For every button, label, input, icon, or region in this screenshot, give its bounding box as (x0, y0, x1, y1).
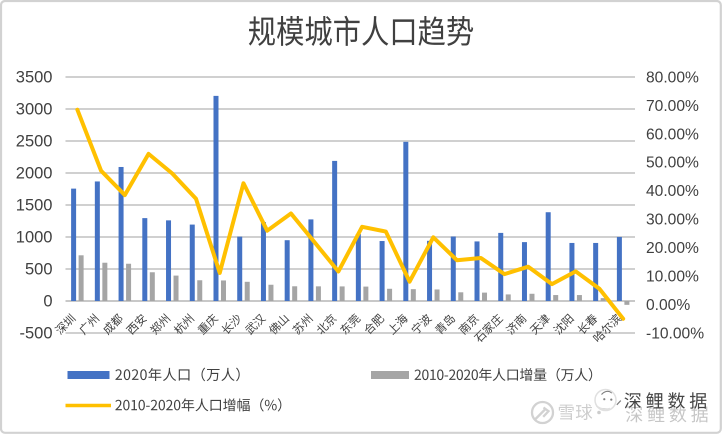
svg-text:2500: 2500 (16, 133, 53, 151)
svg-text:60.00%: 60.00% (646, 126, 699, 143)
svg-text:0: 0 (43, 293, 52, 311)
svg-text:20.00%: 20.00% (646, 240, 699, 257)
svg-text:3000: 3000 (16, 101, 53, 119)
svg-text:2000: 2000 (16, 165, 53, 183)
svg-text:3500: 3500 (16, 69, 53, 87)
svg-text:30.00%: 30.00% (646, 212, 699, 229)
svg-text:70.00%: 70.00% (646, 98, 699, 115)
svg-text:1000: 1000 (16, 229, 53, 247)
svg-text:80.00%: 80.00% (646, 69, 699, 86)
svg-text:50.00%: 50.00% (646, 155, 699, 172)
svg-text:10.00%: 10.00% (646, 269, 699, 286)
svg-text:500: 500 (25, 261, 53, 279)
svg-text:-500: -500 (19, 325, 52, 343)
svg-text:0.00%: 0.00% (646, 297, 690, 314)
svg-text:40.00%: 40.00% (646, 183, 699, 200)
svg-text:-10.00%: -10.00% (646, 325, 704, 342)
svg-text:1500: 1500 (16, 197, 53, 215)
